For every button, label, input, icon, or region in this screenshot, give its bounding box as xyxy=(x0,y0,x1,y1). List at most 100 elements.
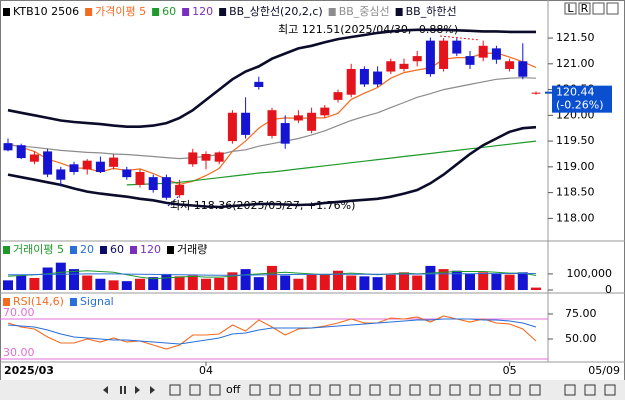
volume-bar xyxy=(55,262,66,290)
legend-swatch xyxy=(129,246,137,254)
candle-body xyxy=(293,115,303,121)
volume-bar xyxy=(359,276,370,290)
legend-swatch xyxy=(99,246,107,254)
candle-body xyxy=(43,151,53,175)
volume-bar xyxy=(95,278,106,290)
reference-label: 30.00 xyxy=(3,346,35,359)
legend-label: BB_중심선 xyxy=(339,5,390,18)
legend-label: 20 xyxy=(80,243,94,256)
volume-bar xyxy=(3,280,13,290)
legend-label: BB_상한선(20,2,c) xyxy=(229,5,323,18)
legend-label: 거래이평 5 xyxy=(13,243,64,256)
legend-swatch xyxy=(182,8,190,16)
volume-bar xyxy=(306,274,317,290)
legend-label: 120 xyxy=(192,5,213,18)
corner-button[interactable] xyxy=(564,2,577,15)
legend-label: 120 xyxy=(140,243,161,256)
volume-bar xyxy=(267,265,277,290)
volume-bar xyxy=(333,270,343,290)
toolbar-button[interactable] xyxy=(449,384,461,396)
toolbar-button[interactable] xyxy=(189,384,201,396)
toolbar-button[interactable] xyxy=(209,384,221,396)
candle-body xyxy=(386,61,396,72)
volume-bar xyxy=(227,272,238,290)
toolbar-button[interactable] xyxy=(389,384,401,396)
toolbar-button[interactable] xyxy=(249,384,261,396)
candle-body xyxy=(267,110,277,136)
rsi-line xyxy=(7,318,537,345)
corner-button[interactable] xyxy=(606,2,619,15)
toolbar-icons: off xyxy=(103,383,616,396)
candle-body xyxy=(478,45,488,58)
toolbar-text[interactable]: off xyxy=(226,383,241,396)
volume-bar xyxy=(16,275,27,290)
candle-body xyxy=(254,81,264,87)
legend-swatch xyxy=(166,246,174,254)
volume-bar xyxy=(148,277,159,290)
y-tick-label: 121.00 xyxy=(556,57,595,70)
toolbar-button[interactable] xyxy=(529,384,541,396)
volume-bar xyxy=(465,273,475,290)
candle-body xyxy=(109,157,119,167)
volume-bar xyxy=(385,274,396,290)
volume-bar xyxy=(29,277,40,290)
candle-body xyxy=(280,123,290,144)
toolbar-button[interactable] xyxy=(124,386,126,394)
annotation-leader xyxy=(167,194,181,207)
candle-body xyxy=(412,56,422,62)
toolbar-button[interactable] xyxy=(509,384,521,396)
volume-bar xyxy=(280,275,291,290)
toolbar-button[interactable] xyxy=(329,384,341,396)
candle-body xyxy=(16,145,26,159)
toolbar-button[interactable] xyxy=(150,386,155,394)
toolbar-button[interactable] xyxy=(169,384,181,396)
corner-button[interactable] xyxy=(592,2,605,15)
indicator-line xyxy=(7,77,537,160)
toolbar-button[interactable] xyxy=(489,384,501,396)
last-price-label: 120.44 xyxy=(556,86,595,99)
toolbar-button[interactable] xyxy=(120,386,122,394)
y-tick-label: 0 xyxy=(605,283,612,296)
toolbar-button[interactable] xyxy=(429,384,441,396)
candle-body xyxy=(452,40,462,54)
x-tick-label: 2025/03 xyxy=(4,364,54,377)
toolbar-button[interactable] xyxy=(135,386,140,394)
candle-body xyxy=(82,160,92,170)
toolbar-button[interactable] xyxy=(369,384,381,396)
legend-swatch xyxy=(3,246,10,254)
candle-body xyxy=(161,177,171,198)
volume-ma-line xyxy=(7,270,537,280)
toolbar-button[interactable] xyxy=(269,384,281,396)
toolbar-button[interactable] xyxy=(289,384,301,396)
volume-bar xyxy=(517,272,528,290)
toolbar-button[interactable] xyxy=(564,384,576,396)
toolbar-button[interactable] xyxy=(103,386,108,394)
legend-label: RSI(14,6) xyxy=(13,295,64,308)
toolbar-button[interactable] xyxy=(584,384,596,396)
volume-bar xyxy=(451,270,462,290)
volume-bar xyxy=(69,269,79,290)
toolbar-button[interactable] xyxy=(309,384,321,396)
volume-bar xyxy=(108,280,119,290)
toolbar-button[interactable] xyxy=(469,384,481,396)
candle-body xyxy=(465,56,475,65)
candle-body xyxy=(95,161,105,172)
volume-bar xyxy=(240,269,251,290)
candle-body xyxy=(346,68,356,95)
candle-body xyxy=(320,107,330,116)
legend-swatch xyxy=(3,8,10,16)
toolbar xyxy=(0,380,625,400)
volume-bar xyxy=(412,275,423,290)
toolbar-button[interactable] xyxy=(604,384,616,396)
toolbar-button[interactable] xyxy=(349,384,361,396)
legend-swatch xyxy=(3,298,10,306)
volume-bar xyxy=(42,267,53,290)
candle-body xyxy=(333,92,343,100)
volume-bar xyxy=(253,277,264,290)
volume-bar xyxy=(531,287,541,290)
corner-button[interactable] xyxy=(578,2,591,15)
toolbar-button[interactable] xyxy=(409,384,421,396)
candle-body xyxy=(29,154,39,162)
y-tick-label: 50.00 xyxy=(565,332,597,345)
